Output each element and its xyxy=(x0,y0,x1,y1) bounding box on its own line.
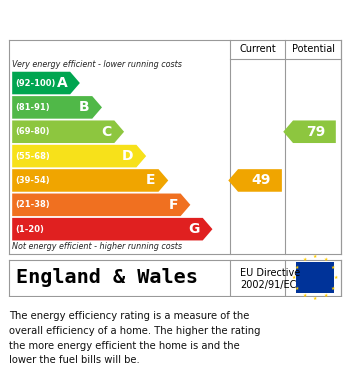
Text: (81-91): (81-91) xyxy=(16,103,50,112)
Text: 2002/91/EC: 2002/91/EC xyxy=(240,280,296,291)
Text: (55-68): (55-68) xyxy=(16,152,50,161)
Text: Potential: Potential xyxy=(292,44,335,54)
Text: ★: ★ xyxy=(313,254,317,259)
Text: (21-38): (21-38) xyxy=(16,200,50,209)
Text: Not energy efficient - higher running costs: Not energy efficient - higher running co… xyxy=(12,242,182,251)
Bar xyxy=(296,262,334,293)
Text: (1-20): (1-20) xyxy=(16,225,45,234)
Text: Very energy efficient - lower running costs: Very energy efficient - lower running co… xyxy=(12,60,182,69)
Text: ★: ★ xyxy=(334,275,338,280)
Text: A: A xyxy=(57,76,67,90)
Text: ★: ★ xyxy=(292,275,296,280)
Text: Energy Efficiency Rating: Energy Efficiency Rating xyxy=(10,10,220,25)
Polygon shape xyxy=(12,120,124,143)
Text: ★: ★ xyxy=(302,257,307,262)
Polygon shape xyxy=(12,194,190,216)
Polygon shape xyxy=(228,169,282,192)
Text: E: E xyxy=(146,174,156,187)
Text: Current: Current xyxy=(239,44,276,54)
Text: England & Wales: England & Wales xyxy=(16,268,198,287)
Text: ★: ★ xyxy=(295,285,299,291)
Text: D: D xyxy=(122,149,134,163)
Polygon shape xyxy=(12,218,212,240)
Text: B: B xyxy=(79,100,89,115)
Polygon shape xyxy=(12,169,168,192)
Polygon shape xyxy=(12,96,102,119)
Text: ★: ★ xyxy=(331,285,335,291)
Text: 79: 79 xyxy=(306,125,325,139)
Polygon shape xyxy=(12,72,80,94)
Text: (92-100): (92-100) xyxy=(16,79,56,88)
Text: ★: ★ xyxy=(323,293,327,298)
Text: ★: ★ xyxy=(302,293,307,298)
Text: C: C xyxy=(101,125,111,139)
Text: ★: ★ xyxy=(295,265,299,270)
Text: ★: ★ xyxy=(313,296,317,301)
Text: ★: ★ xyxy=(323,257,327,262)
Polygon shape xyxy=(12,145,146,167)
Text: 49: 49 xyxy=(251,174,271,187)
Text: G: G xyxy=(189,222,200,236)
Text: (69-80): (69-80) xyxy=(16,127,50,136)
Text: (39-54): (39-54) xyxy=(16,176,50,185)
Text: The energy efficiency rating is a measure of the
overall efficiency of a home. T: The energy efficiency rating is a measur… xyxy=(9,311,260,366)
Text: ★: ★ xyxy=(331,265,335,270)
Polygon shape xyxy=(283,120,336,143)
Text: EU Directive: EU Directive xyxy=(240,268,300,278)
Text: F: F xyxy=(168,198,178,212)
